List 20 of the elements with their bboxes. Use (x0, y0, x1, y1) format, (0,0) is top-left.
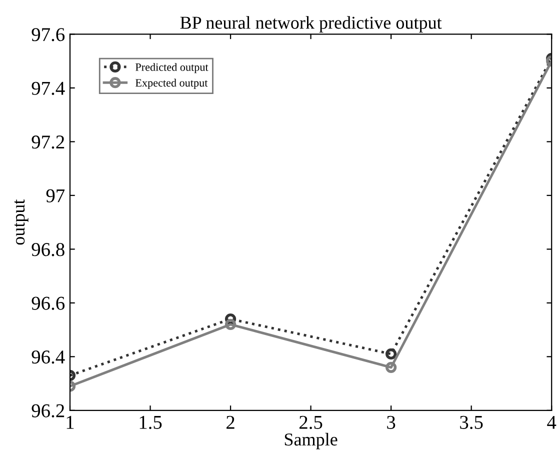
x-tick-label: 3.5 (460, 416, 483, 430)
y-tick-label: 97.4 (32, 82, 65, 95)
y-axis-title: output (14, 199, 28, 245)
y-tick-label: 96.6 (32, 296, 65, 310)
x-tick-label: 1.5 (140, 416, 162, 430)
x-tick-label: 2 (226, 416, 234, 429)
y-tick-label: 97.2 (32, 136, 64, 149)
y-tick-label: 96.8 (32, 242, 64, 256)
chart-title: BP neural network predictive output (180, 16, 442, 32)
legend-label: Predicted output (136, 63, 208, 74)
y-tick-label: 97 (46, 189, 65, 202)
y-tick-label: 96.2 (32, 404, 64, 418)
x-tick-label: 4 (547, 416, 556, 429)
x-tick-label: 1 (66, 416, 74, 429)
y-tick-label: 97.6 (32, 28, 65, 42)
x-axis-title: Sample (284, 432, 338, 450)
x-tick-label: 2.5 (300, 416, 322, 430)
legend-label: Expected output (136, 78, 208, 89)
x-tick-label: 3 (387, 416, 396, 429)
y-tick-label: 96.4 (32, 350, 65, 364)
